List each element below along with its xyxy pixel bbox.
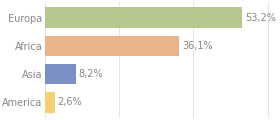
Bar bbox=[45, 36, 179, 56]
Text: 2,6%: 2,6% bbox=[58, 97, 82, 108]
Text: 36,1%: 36,1% bbox=[182, 41, 213, 51]
Bar bbox=[45, 64, 76, 84]
Text: 53,2%: 53,2% bbox=[245, 12, 276, 23]
Text: 8,2%: 8,2% bbox=[78, 69, 103, 79]
Bar bbox=[45, 7, 242, 28]
Bar bbox=[45, 92, 55, 113]
